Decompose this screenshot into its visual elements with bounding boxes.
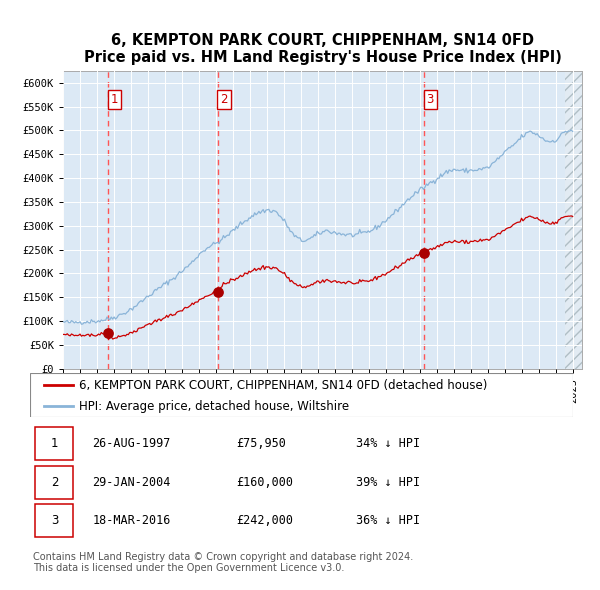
Text: 3: 3 [427,93,434,106]
Text: 26-AUG-1997: 26-AUG-1997 [92,437,171,450]
Text: £242,000: £242,000 [236,514,293,527]
FancyBboxPatch shape [35,466,73,499]
Text: HPI: Average price, detached house, Wiltshire: HPI: Average price, detached house, Wilt… [79,400,349,413]
FancyBboxPatch shape [30,373,573,417]
Text: 39% ↓ HPI: 39% ↓ HPI [356,476,420,489]
Point [213,288,223,297]
Text: 18-MAR-2016: 18-MAR-2016 [92,514,171,527]
Text: £75,950: £75,950 [236,437,286,450]
Text: 34% ↓ HPI: 34% ↓ HPI [356,437,420,450]
Text: 1: 1 [110,93,118,106]
Point [103,328,113,337]
Title: 6, KEMPTON PARK COURT, CHIPPENHAM, SN14 0FD
Price paid vs. HM Land Registry's Ho: 6, KEMPTON PARK COURT, CHIPPENHAM, SN14 … [83,33,562,65]
Text: 2: 2 [220,93,227,106]
Text: Contains HM Land Registry data © Crown copyright and database right 2024.
This d: Contains HM Land Registry data © Crown c… [33,552,413,573]
Text: 29-JAN-2004: 29-JAN-2004 [92,476,171,489]
Text: 6, KEMPTON PARK COURT, CHIPPENHAM, SN14 0FD (detached house): 6, KEMPTON PARK COURT, CHIPPENHAM, SN14 … [79,379,487,392]
Text: 1: 1 [50,437,58,450]
Point [419,248,429,258]
Text: £160,000: £160,000 [236,476,293,489]
FancyBboxPatch shape [35,427,73,460]
FancyBboxPatch shape [35,504,73,537]
Text: 2: 2 [50,476,58,489]
Text: 3: 3 [51,514,58,527]
Text: 36% ↓ HPI: 36% ↓ HPI [356,514,420,527]
